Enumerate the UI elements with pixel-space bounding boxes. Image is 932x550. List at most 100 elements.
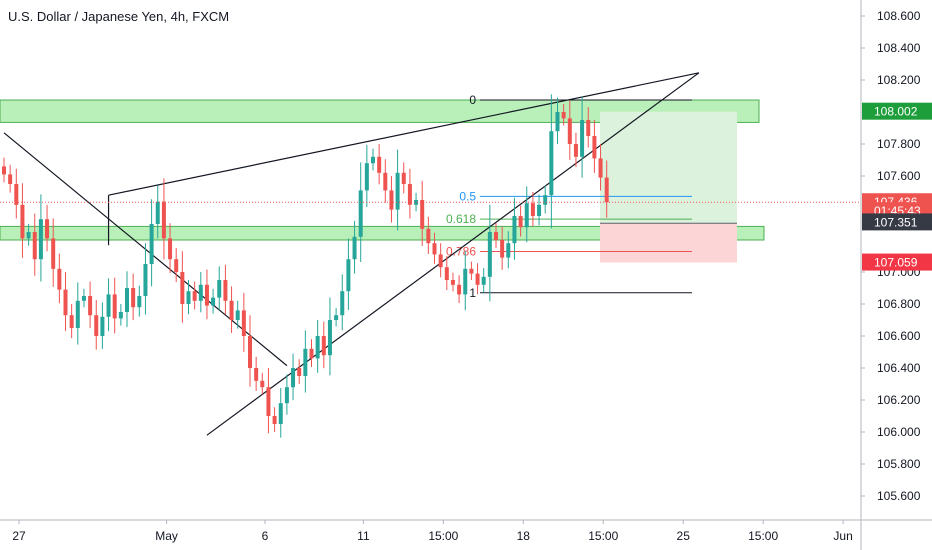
candle-body (309, 348, 314, 359)
price-label-stop (862, 253, 932, 271)
candle-body (512, 216, 517, 244)
candle-body (32, 232, 37, 260)
symbol-title: U.S. Dollar / Japanese Yen, 4h, FXCM (8, 9, 230, 24)
candle-body (186, 291, 191, 304)
trendline[interactable] (206, 72, 700, 436)
support-resistance-zone[interactable] (0, 99, 760, 123)
candle-body (500, 240, 505, 258)
zones-layer (0, 99, 765, 241)
candle-body (346, 259, 351, 292)
price-label-mid (862, 213, 932, 231)
candle-body (88, 296, 93, 316)
candle-body (395, 172, 400, 210)
candle-body (407, 184, 412, 205)
candle-body (426, 228, 431, 244)
candle-body (100, 316, 105, 336)
long-position-layer[interactable] (600, 111, 737, 263)
candle-body (475, 273, 480, 285)
candle-body (51, 238, 56, 269)
candle-body (297, 368, 302, 376)
candle-body (327, 320, 332, 356)
candle-body (161, 201, 166, 239)
candle-body (168, 238, 173, 260)
candle-body (586, 120, 591, 136)
fib-level-label: 1 (469, 286, 476, 300)
support-resistance-zone[interactable] (0, 225, 765, 241)
candle-body (567, 118, 572, 144)
price-tick-label: 108.200 (877, 73, 921, 87)
candle-body (432, 243, 437, 255)
fib-level-label: 0 (469, 93, 476, 107)
candle-body (549, 131, 554, 196)
candle-body (248, 336, 252, 368)
candle-body (149, 224, 154, 264)
candle-body (291, 368, 296, 388)
candle-body (198, 284, 203, 301)
candle-body (45, 219, 50, 239)
candle-body (241, 310, 246, 336)
time-tick-label: 15:00 (748, 529, 778, 543)
candle-body (592, 136, 597, 159)
candle-body (69, 315, 74, 328)
price-tick-label: 106.800 (877, 297, 921, 311)
candle-body (598, 158, 603, 178)
long-position-target-area[interactable] (600, 111, 737, 224)
candle-body (420, 200, 425, 229)
candle-body (371, 156, 375, 164)
candle-body (229, 300, 234, 320)
candle-body (180, 272, 185, 304)
candle-body (26, 232, 31, 239)
candle-body (573, 144, 578, 157)
candle-body (383, 172, 388, 191)
candle-body (543, 195, 548, 205)
candle-body (284, 387, 289, 404)
candle-body (81, 296, 86, 301)
candle-body (469, 268, 474, 274)
candle-body (2, 166, 6, 175)
fib-level-label: 0.786 (446, 245, 476, 259)
fib-level-label: 0.5 (459, 189, 476, 203)
candle-body (321, 336, 326, 356)
candle-body (204, 284, 209, 306)
candle-body (506, 243, 511, 258)
candle-body (580, 120, 585, 157)
price-label-text: 107.351 (874, 215, 918, 229)
time-tick-label: 18 (517, 529, 531, 543)
candle-body (38, 219, 43, 260)
candle-body (131, 288, 136, 308)
candle-body (518, 216, 523, 228)
time-tick-label: 6 (262, 529, 269, 543)
candle-body (192, 291, 197, 301)
time-tick-label: 15:00 (588, 529, 618, 543)
trendline[interactable] (108, 72, 700, 196)
candle-body (561, 112, 566, 119)
long-position-stop-area[interactable] (600, 223, 737, 263)
candle-body (211, 297, 216, 306)
time-tick-label: 15:00 (428, 529, 458, 543)
price-tick-label: 108.600 (877, 9, 921, 23)
price-tick-label: 105.800 (877, 457, 921, 471)
price-tick-label: 105.600 (877, 489, 921, 503)
candle-body (143, 264, 148, 296)
price-tick-label: 108.400 (877, 41, 921, 55)
price-tick-label: 106.000 (877, 425, 921, 439)
candle-body (75, 300, 80, 328)
candle-body (340, 291, 345, 316)
candle-body (20, 204, 25, 239)
candle-body (450, 280, 455, 285)
price-tick-label: 106.600 (877, 329, 921, 343)
candle-body (303, 348, 308, 376)
candle-body (217, 280, 222, 298)
candle-body (57, 268, 62, 290)
candle-body (8, 174, 13, 184)
candle-body (125, 288, 129, 312)
candle-body (63, 289, 68, 316)
candle-body (364, 163, 369, 191)
candle-body (444, 267, 449, 280)
candle-body (438, 254, 443, 268)
candle-body (137, 296, 142, 308)
candle-body (377, 156, 382, 173)
candle-body (358, 190, 363, 237)
candle-body (174, 259, 179, 272)
